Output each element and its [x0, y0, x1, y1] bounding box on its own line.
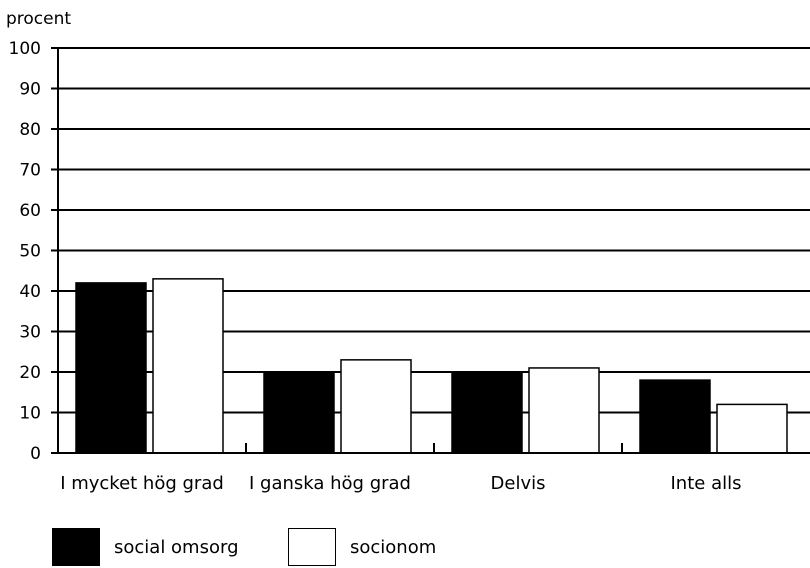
bar-socionom-2: [528, 367, 600, 454]
x-axis-labels: I mycket hög grad I ganska hög grad Delvis…: [60, 473, 741, 494]
bar-socionom-1: [340, 359, 412, 454]
legend-swatch-socionom: [288, 528, 336, 566]
legend-item-social-omsorg: social omsorg: [52, 528, 239, 566]
x-tick-label: I mycket hög grad: [60, 473, 224, 494]
y-tick-label: 0: [30, 444, 41, 464]
y-tick-label: 20: [19, 363, 41, 383]
legend-item-socionom: socionom: [288, 528, 436, 566]
bar-social-omsorg-2: [451, 371, 523, 454]
y-tick-label: 90: [19, 80, 41, 100]
bar-social-omsorg-3: [639, 379, 711, 454]
legend-label-socionom: socionom: [350, 536, 437, 558]
legend-label-social-omsorg: social omsorg: [114, 536, 239, 558]
legend-swatch-social-omsorg: [52, 528, 100, 566]
bar-chart: procent 0 10 20 30 40 50 60 70 80 90 100 I mycket …: [6, 9, 810, 494]
y-axis-ticks: 0 10 20 30 40 50 60 70 80 90 100: [9, 39, 41, 464]
bar-socionom-3: [716, 403, 788, 454]
legend: social omsorg socionom: [0, 528, 810, 568]
y-tick-label: 50: [19, 242, 41, 262]
y-tick-label: 10: [19, 404, 41, 424]
y-axis-label: procent: [6, 9, 71, 29]
y-tick-label: 60: [19, 201, 41, 221]
bar-socionom-0: [152, 278, 224, 454]
y-tick-label: 70: [19, 161, 41, 181]
bars: [75, 278, 788, 454]
bar-social-omsorg-1: [263, 371, 335, 454]
bar-social-omsorg-0: [75, 282, 147, 454]
y-tick-label: 40: [19, 282, 41, 302]
x-tick-label: Inte alls: [671, 473, 742, 494]
x-tick-label: I ganska hög grad: [249, 473, 411, 494]
y-tick-label: 30: [19, 323, 41, 343]
x-tick-label: Delvis: [491, 473, 546, 494]
y-tick-label: 100: [9, 39, 41, 59]
y-tick-label: 80: [19, 120, 41, 140]
